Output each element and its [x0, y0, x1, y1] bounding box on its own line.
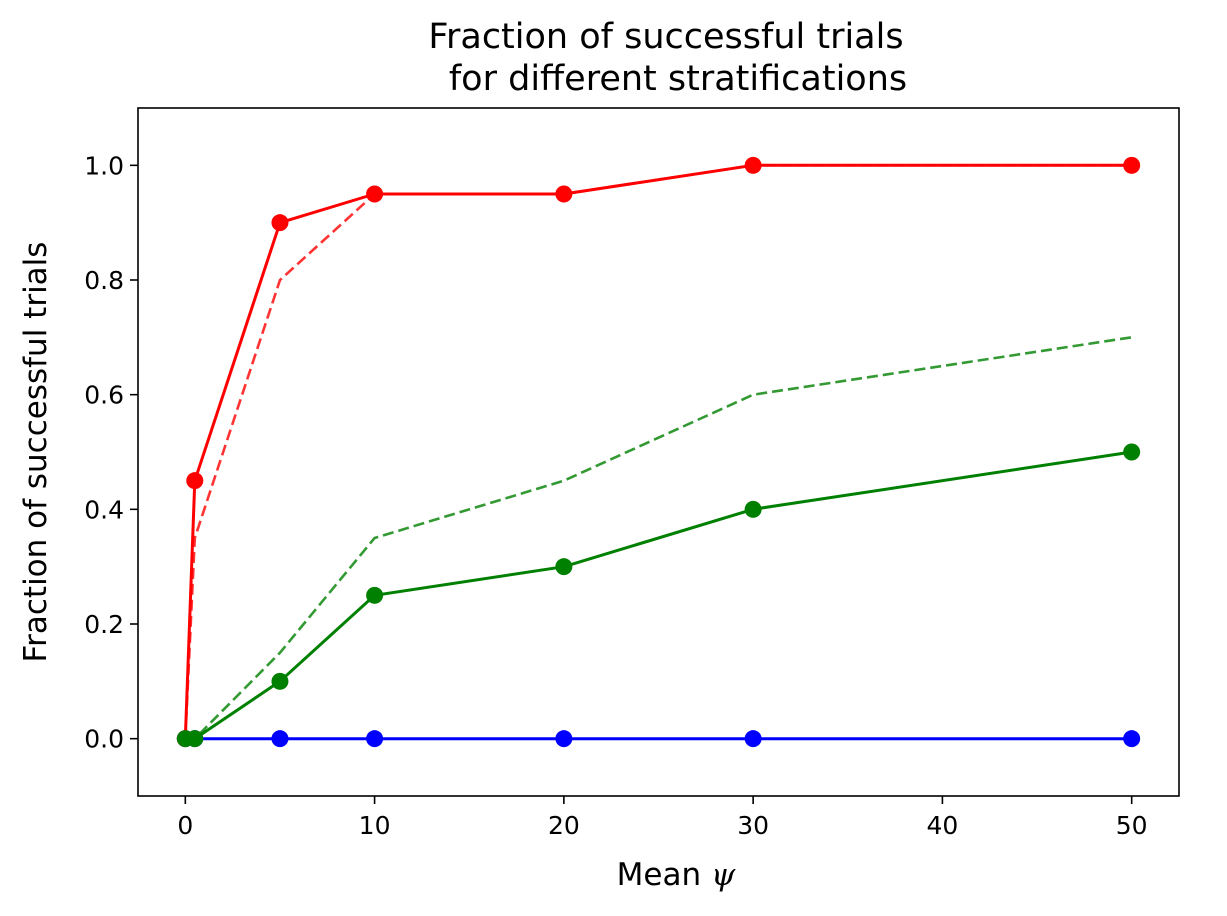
x-axis-label: Mean ψ	[617, 857, 736, 893]
x-tick-label: 30	[737, 811, 769, 840]
y-tick-label: 0.8	[84, 266, 124, 295]
series-1-point	[1123, 156, 1141, 174]
chart-title-line2: for different stratifications	[449, 59, 907, 99]
y-tick-label: 1.0	[84, 151, 124, 180]
series-3-point	[271, 672, 289, 690]
x-tick-label: 50	[1116, 811, 1148, 840]
series-line-3	[185, 450, 1132, 741]
series-3-point	[366, 586, 384, 604]
series-line-4	[185, 336, 1132, 741]
series-0-point	[744, 730, 762, 748]
series-line-2	[184, 164, 1132, 739]
series-0-point	[555, 730, 573, 748]
chart-title-line1: Fraction of successful trials	[428, 17, 903, 57]
y-tick-label: 0.6	[84, 381, 124, 410]
x-tick-label: 0	[177, 811, 193, 840]
x-tick-label: 40	[927, 811, 959, 840]
y-tick-label: 0.4	[84, 495, 124, 524]
plot-area	[176, 156, 1141, 748]
series-3-point	[555, 558, 573, 576]
x-axis-label-symbol: ψ	[711, 857, 736, 893]
y-axis-label: Fraction of successful trials	[18, 242, 54, 663]
series-line-1	[183, 163, 1132, 739]
series-3-point	[1123, 443, 1141, 461]
axis-ticks: 0 10 20 30 40 50 0.0 0.2 0.4 0.6 0.8 1.0	[84, 151, 1147, 840]
x-axis-label-prefix: Mean	[617, 857, 711, 893]
series-1-point	[271, 214, 289, 232]
series-3-point	[744, 500, 762, 518]
series-1-point	[186, 472, 204, 490]
y-tick-label: 0.0	[84, 725, 124, 754]
y-tick-label: 0.2	[84, 610, 124, 639]
series-0-point	[366, 730, 384, 748]
series-0-point	[271, 730, 289, 748]
series-0-point	[1123, 730, 1141, 748]
x-tick-label: 20	[548, 811, 580, 840]
plot-frame	[137, 107, 1180, 797]
x-tick-label: 10	[359, 811, 391, 840]
